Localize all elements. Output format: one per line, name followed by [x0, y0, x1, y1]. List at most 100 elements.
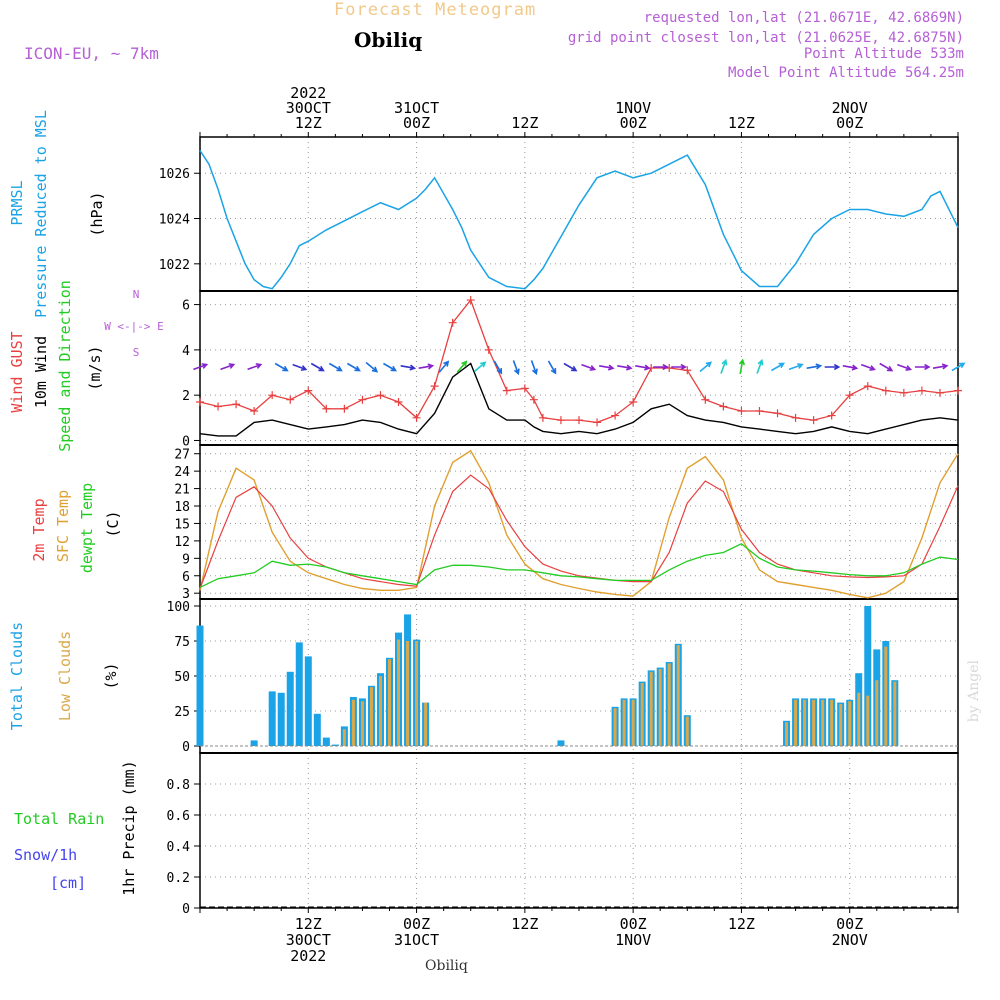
top-time-label: 2022	[290, 84, 326, 102]
low-cloud-bar	[857, 692, 861, 746]
wind-direction-arrow	[581, 363, 597, 371]
wind-speed-line	[199, 362, 959, 437]
gust-marker	[701, 395, 710, 404]
gust-marker	[412, 413, 421, 422]
gust-marker	[502, 386, 511, 395]
wind-direction-arrow	[530, 360, 538, 376]
y-tick-label: 15	[174, 517, 190, 532]
low-cloud-bar	[866, 695, 870, 746]
y-tick-label: 1022	[159, 258, 190, 273]
wind-direction-arrow	[756, 358, 764, 374]
wind-direction-arrow	[512, 360, 520, 376]
wind-direction-arrow	[547, 360, 557, 375]
gust-marker	[196, 397, 204, 406]
wind-direction-arrow	[671, 363, 687, 371]
low-cloud-bar	[378, 676, 382, 746]
wind-direction-arrow	[274, 362, 289, 372]
wind-10m-label: 10m Wind	[32, 336, 50, 408]
y-tick-label: 4	[182, 344, 190, 359]
wind-direction-arrow	[914, 363, 931, 371]
gust-marker	[791, 413, 800, 422]
y-tick-label: 21	[174, 483, 190, 498]
gust-marker	[448, 318, 457, 327]
y-tick-label: 0	[182, 902, 190, 917]
top-time-label: 12Z	[511, 114, 538, 132]
wind-direction-arrow	[456, 360, 468, 373]
gust-marker	[845, 391, 854, 400]
gust-marker	[358, 395, 367, 404]
total-cloud-bar	[313, 713, 321, 746]
pressure-label-2: Pressure Reduced to MSL	[32, 110, 50, 318]
low-cloud-bar	[342, 729, 346, 746]
low-cloud-bar	[884, 646, 888, 746]
wind-direction-arrow	[897, 363, 913, 371]
low-cloud-bar	[388, 659, 391, 746]
y-tick-label: 1024	[159, 213, 190, 228]
snow-label: Snow/1h	[14, 846, 77, 864]
low-cloud-bar	[622, 699, 626, 746]
y-tick-label: 18	[174, 500, 190, 515]
gust-marker	[232, 400, 241, 409]
low-cloud-bar	[667, 663, 671, 746]
wind-direction-arrow	[951, 362, 966, 372]
gust-marker	[809, 416, 818, 425]
wind-unit: (m/s)	[86, 345, 104, 390]
low-cloud-bar	[893, 681, 897, 746]
low-cloud-bar	[830, 699, 834, 746]
wind-speed-dir-label: Speed and Direction	[56, 280, 74, 452]
meteogram-title: Forecast Meteogram	[334, 0, 537, 20]
requested-coords: requested lon,lat (21.0671E, 42.6869N)	[643, 10, 964, 26]
bottom-time-label: 12Z	[728, 915, 755, 933]
wind-direction-arrow	[653, 363, 669, 371]
gust-marker	[268, 391, 277, 400]
low-cloud-bar	[676, 645, 680, 746]
y-tick-label: 9	[182, 552, 190, 567]
wind-direction-arrow	[346, 362, 361, 372]
model-altitude: Model Point Altitude 564.25m	[727, 65, 964, 81]
total-cloud-bar	[277, 692, 285, 746]
station-name: Obiliq	[354, 28, 423, 52]
dewpt-line	[199, 543, 959, 588]
gust-marker	[250, 407, 259, 416]
y-tick-label: 100	[167, 600, 190, 615]
wind-direction-arrow	[720, 358, 728, 374]
dewpt-label: dewpt Temp	[78, 483, 96, 573]
wind-direction-arrow	[617, 364, 633, 371]
gridpoint-coords: grid point closest lon,lat (21.0625E, 42…	[567, 30, 964, 46]
top-time-label: 00Z	[836, 114, 863, 132]
t2m-line	[199, 474, 959, 589]
bottom-time-label: 1NOV	[615, 931, 651, 949]
y-tick-label: 0.4	[167, 840, 191, 855]
total-cloud-bar	[331, 744, 339, 746]
bottom-time-label: 00Z	[836, 915, 863, 933]
total-cloud-bar	[864, 606, 872, 746]
low-cloud-bar	[640, 683, 644, 746]
gust-marker	[322, 404, 331, 413]
bottom-time-label: 00Z	[403, 915, 430, 933]
pressure-label-1: PRMSL	[8, 180, 26, 225]
sfc-temp-line	[199, 449, 959, 599]
y-tick-label: 25	[174, 705, 190, 720]
wind-direction-arrow	[860, 363, 876, 371]
bottom-time-label: 12Z	[295, 915, 322, 933]
top-time-label: 12Z	[295, 114, 322, 132]
gust-marker	[376, 391, 385, 400]
gust-marker	[719, 402, 728, 411]
low-cloud-bar	[406, 641, 410, 746]
wind-direction-arrow	[824, 363, 841, 371]
gust-marker	[683, 366, 692, 375]
wind-direction-arrow	[400, 364, 417, 371]
gust-marker	[538, 413, 547, 422]
wind-direction-arrow	[806, 363, 823, 370]
gust-marker	[520, 384, 529, 393]
bottom-time-label: 12Z	[511, 915, 538, 933]
y-tick-label: 0.6	[167, 809, 190, 824]
wind-direction-arrow	[292, 363, 308, 371]
y-tick-label: 0.2	[167, 871, 190, 886]
wind-gust-label: Wind GUST	[8, 331, 26, 412]
y-tick-label: 27	[174, 448, 190, 463]
gust-marker	[394, 397, 403, 406]
gust-marker	[917, 386, 926, 395]
wind-direction-arrow	[699, 361, 712, 373]
total-cloud-bar	[322, 737, 330, 746]
